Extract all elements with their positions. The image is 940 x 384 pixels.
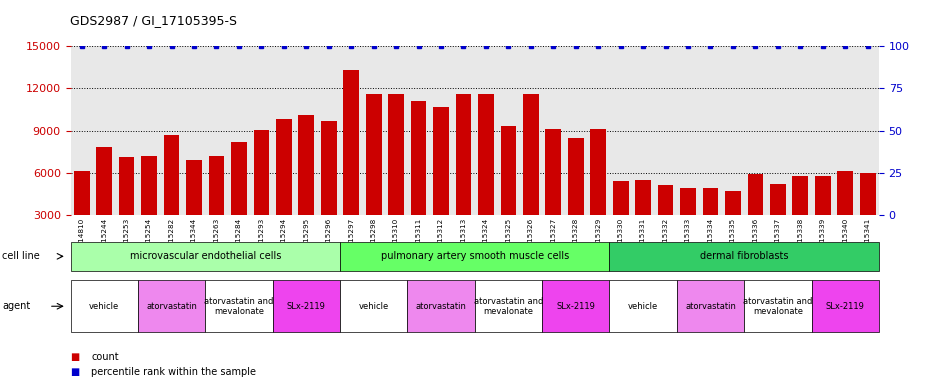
Bar	[74, 171, 89, 257]
Bar	[388, 94, 404, 257]
Bar	[456, 94, 471, 257]
Text: atorvastatin: atorvastatin	[146, 302, 197, 311]
Bar	[792, 175, 808, 257]
Bar	[681, 188, 696, 257]
Bar	[702, 188, 718, 257]
Text: SLx-2119: SLx-2119	[556, 302, 595, 311]
Text: vehicle: vehicle	[628, 302, 658, 311]
Bar	[747, 174, 763, 257]
Bar	[770, 184, 786, 257]
Text: atorvastatin: atorvastatin	[685, 302, 736, 311]
Text: vehicle: vehicle	[89, 302, 119, 311]
Text: ■: ■	[70, 352, 80, 362]
Bar	[838, 171, 854, 257]
Text: microvascular endothelial cells: microvascular endothelial cells	[130, 251, 281, 262]
Bar	[500, 126, 516, 257]
Text: ■: ■	[70, 367, 80, 377]
Bar	[725, 191, 741, 257]
Text: atorvastatin and
mevalonate: atorvastatin and mevalonate	[204, 296, 274, 316]
Bar	[164, 135, 180, 257]
Bar	[343, 70, 359, 257]
Bar	[186, 160, 202, 257]
Text: cell line: cell line	[2, 251, 39, 262]
Text: atorvastatin and
mevalonate: atorvastatin and mevalonate	[744, 296, 812, 316]
Bar	[815, 175, 831, 257]
Text: atorvastatin: atorvastatin	[415, 302, 466, 311]
Text: percentile rank within the sample: percentile rank within the sample	[91, 367, 257, 377]
Bar	[613, 181, 629, 257]
Bar	[658, 185, 673, 257]
Bar	[96, 147, 112, 257]
Bar	[366, 94, 382, 257]
Bar	[635, 180, 651, 257]
Bar	[276, 119, 291, 257]
Bar	[545, 129, 561, 257]
Text: agent: agent	[2, 301, 30, 311]
Bar	[298, 115, 314, 257]
Text: GDS2987 / GI_17105395-S: GDS2987 / GI_17105395-S	[70, 14, 238, 27]
Bar	[118, 157, 134, 257]
Text: SLx-2119: SLx-2119	[825, 302, 865, 311]
Text: vehicle: vehicle	[358, 302, 389, 311]
Text: count: count	[91, 352, 118, 362]
Bar	[321, 121, 337, 257]
Bar	[209, 156, 225, 257]
Bar	[411, 101, 427, 257]
Bar	[523, 94, 539, 257]
Bar	[254, 130, 269, 257]
Bar	[433, 107, 449, 257]
Bar	[478, 94, 494, 257]
Text: SLx-2119: SLx-2119	[287, 302, 326, 311]
Text: atorvastatin and
mevalonate: atorvastatin and mevalonate	[474, 296, 543, 316]
Bar	[590, 129, 606, 257]
Bar	[141, 156, 157, 257]
Text: pulmonary artery smooth muscle cells: pulmonary artery smooth muscle cells	[381, 251, 569, 262]
Bar	[860, 173, 875, 257]
Text: dermal fibroblasts: dermal fibroblasts	[700, 251, 789, 262]
Bar	[231, 142, 247, 257]
Bar	[568, 137, 584, 257]
